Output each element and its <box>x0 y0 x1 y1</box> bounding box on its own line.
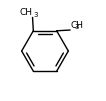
Text: CH: CH <box>20 8 33 17</box>
Text: CH: CH <box>70 21 83 30</box>
Text: 3: 3 <box>75 24 79 30</box>
Text: 3: 3 <box>33 12 37 18</box>
